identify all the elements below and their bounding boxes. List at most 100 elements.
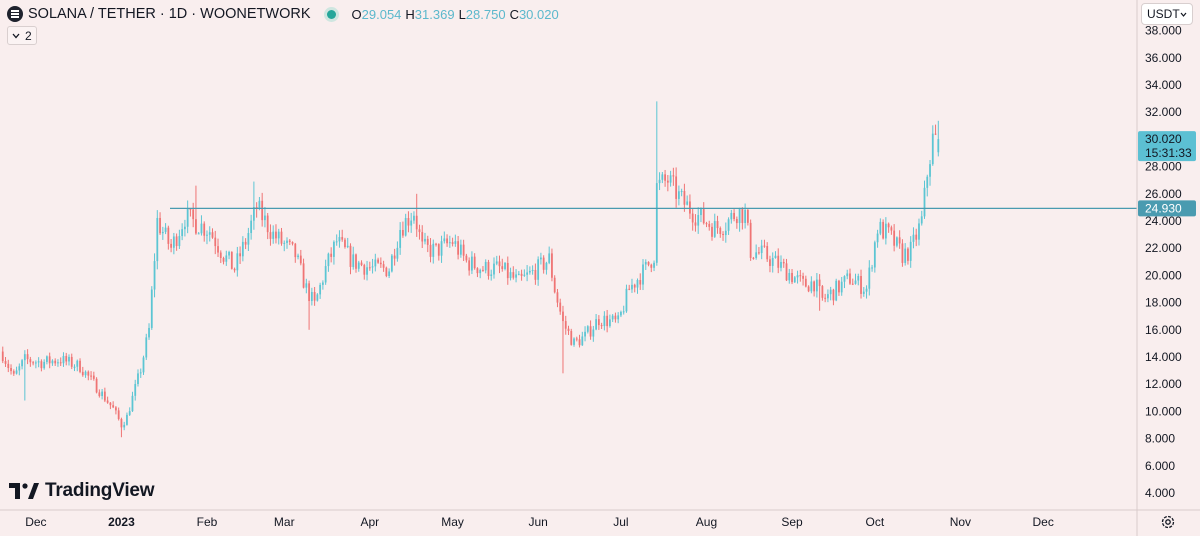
candle[interactable] [758,247,760,255]
candle[interactable] [374,253,377,272]
candle[interactable] [402,221,404,238]
candle[interactable] [109,402,112,410]
candle[interactable] [735,216,738,229]
candle[interactable] [126,412,128,426]
candle[interactable] [432,239,435,264]
candle[interactable] [418,224,421,240]
candle[interactable] [644,259,647,270]
candle[interactable] [448,235,451,248]
candle[interactable] [741,207,744,230]
candle[interactable] [230,251,233,270]
candle[interactable] [918,218,920,246]
candle[interactable] [504,262,506,271]
candle[interactable] [923,180,926,219]
candle[interactable] [683,183,686,212]
candle[interactable] [611,314,614,323]
candle[interactable] [534,263,537,285]
candle[interactable] [310,287,313,306]
candle[interactable] [595,313,597,331]
candle[interactable] [305,278,308,294]
candle[interactable] [711,223,713,241]
candle[interactable] [482,266,484,272]
candle[interactable] [181,223,184,241]
candle[interactable] [288,239,291,246]
candle[interactable] [573,337,575,347]
candle[interactable] [76,359,79,372]
candle[interactable] [239,246,241,264]
candle[interactable] [379,257,382,268]
candle[interactable] [59,357,62,367]
currency-select[interactable]: USDT [1141,3,1193,25]
candle[interactable] [686,195,689,206]
candle[interactable] [509,267,512,281]
candle[interactable] [308,280,310,330]
candle[interactable] [352,246,355,270]
candle[interactable] [824,293,827,303]
candle[interactable] [363,263,366,280]
candle[interactable] [440,235,443,263]
candle[interactable] [333,240,335,265]
candle[interactable] [802,272,804,286]
candle[interactable] [228,250,230,260]
candle[interactable] [796,270,799,284]
candle[interactable] [548,246,551,265]
candle[interactable] [523,269,526,277]
candle[interactable] [26,349,29,365]
candle[interactable] [65,352,68,366]
candle[interactable] [192,202,195,228]
candle[interactable] [860,269,862,299]
candle[interactable] [465,253,468,263]
candle[interactable] [677,185,680,206]
candle[interactable] [233,267,236,273]
candle[interactable] [366,260,368,281]
candle[interactable] [702,202,705,225]
candle[interactable] [321,280,324,290]
candle[interactable] [829,286,832,301]
candle[interactable] [849,268,851,285]
candle[interactable] [399,222,402,255]
candle[interactable] [909,236,912,268]
candle[interactable] [341,229,344,242]
candle[interactable] [142,355,145,375]
candle[interactable] [48,352,51,369]
candle[interactable] [275,224,277,244]
candle[interactable] [338,230,341,248]
candle[interactable] [197,231,200,235]
candle[interactable] [291,241,294,246]
candle[interactable] [896,236,898,248]
candle[interactable] [774,251,777,259]
candle[interactable] [349,243,352,275]
candle[interactable] [631,278,633,293]
candle[interactable] [175,233,178,251]
candle[interactable] [661,172,664,184]
candle[interactable] [34,360,37,369]
candle[interactable] [156,210,159,270]
candle[interactable] [92,371,95,381]
candle[interactable] [244,238,247,250]
candle[interactable] [269,224,272,246]
candle[interactable] [21,358,23,370]
candle[interactable] [854,273,857,285]
candle[interactable] [633,283,636,293]
candle[interactable] [131,391,134,412]
candle[interactable] [335,234,338,246]
candle[interactable] [689,194,691,219]
candle[interactable] [512,266,515,280]
candle[interactable] [148,323,150,340]
candle[interactable] [746,208,749,226]
candle[interactable] [763,239,766,248]
candle[interactable] [15,366,18,375]
candle[interactable] [407,211,410,233]
time-axis[interactable]: Dec 2023 Feb Mar Apr May Jun Jul Aug Sep Oct Nov Dec [25,515,1054,529]
candle[interactable] [658,172,661,191]
candle[interactable] [664,169,666,187]
candle[interactable] [344,237,346,249]
candle[interactable] [37,357,40,368]
candle[interactable] [368,261,371,271]
candle[interactable] [898,230,901,249]
candle[interactable] [771,252,774,273]
candle[interactable] [937,120,940,157]
candle[interactable] [252,181,255,230]
candle[interactable] [128,407,131,417]
candle[interactable] [730,209,733,224]
